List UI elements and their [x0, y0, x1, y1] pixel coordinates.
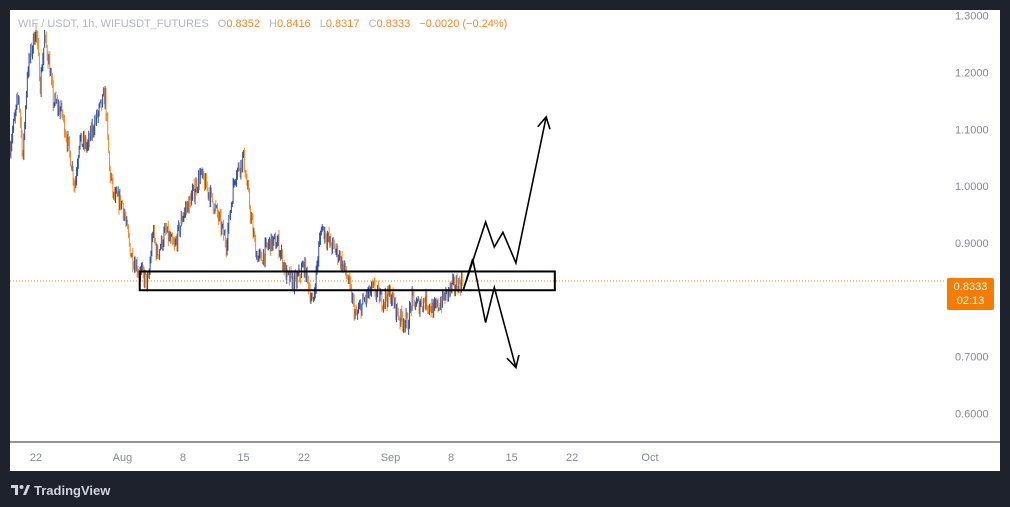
tradingview-logo-icon	[11, 485, 30, 495]
candle-countdown: 02:13	[956, 295, 985, 307]
change-value: −0.0020 (−0.24%)	[419, 18, 508, 30]
price-tick-label: 0.6000	[955, 409, 989, 421]
time-axis[interactable]: 22 Aug 8 15 22 Sep 8 15 22 Oct	[30, 452, 659, 464]
time-tick-label: Sep	[381, 452, 401, 464]
close-value: 0.8333	[376, 18, 411, 30]
interval-label[interactable]: 1h	[82, 18, 95, 30]
close-label: C	[368, 18, 377, 30]
bullish-arrowhead-icon	[537, 115, 551, 130]
price-tick-label: 1.0000	[955, 181, 989, 193]
low-label: L	[319, 18, 326, 30]
low-value: 0.8317	[325, 18, 360, 30]
brand-name: TradingView	[34, 482, 111, 498]
time-tick-label: 8	[180, 452, 186, 464]
open-label: O	[217, 18, 227, 30]
high-value: 0.8416	[277, 18, 311, 30]
price-tick-label: 1.1000	[955, 124, 989, 136]
current-price-value: 0.8333	[953, 281, 988, 293]
exchange-label: WIFUSDT_FUTURES	[100, 18, 209, 30]
time-tick-label: 22	[566, 452, 578, 464]
tradingview-brand[interactable]: TradingView	[10, 482, 110, 498]
support-zone-rectangle[interactable]	[138, 270, 556, 292]
chart-panel[interactable]: 1.3000 1.2000 1.1000 1.0000 0.9000 0.7000 0.60…	[10, 10, 1000, 471]
time-tick-label: 15	[505, 452, 517, 464]
bullish-projection-path[interactable]	[462, 116, 547, 291]
price-tick-label: 1.2000	[955, 68, 989, 80]
candles-layer	[10, 23, 463, 335]
price-tick-label: 1.3000	[955, 11, 989, 23]
symbol-legend: WIF / USDT, 1h, WIFUSDT_FUTURES O0.8352 …	[18, 18, 508, 30]
high-label: H	[269, 18, 278, 30]
open-value: 0.8352	[226, 18, 261, 30]
bearish-arrowhead-icon	[506, 354, 520, 370]
symbol-name[interactable]: WIF / USDT	[18, 18, 77, 30]
time-tick-label: 22	[298, 452, 310, 464]
price-tick-label: 0.7000	[955, 352, 989, 364]
chart-canvas[interactable]: 1.3000 1.2000 1.1000 1.0000 0.9000 0.7000 0.60…	[10, 10, 1000, 471]
price-tick-label: 0.9000	[955, 238, 989, 250]
price-axis[interactable]: 1.3000 1.2000 1.1000 1.0000 0.9000 0.7000 0.60…	[955, 11, 989, 421]
current-price-tag: 0.8333 02:13	[947, 278, 994, 310]
time-tick-label: 15	[237, 452, 249, 464]
time-tick-label: Oct	[641, 452, 658, 464]
time-tick-label: Aug	[113, 452, 133, 464]
bearish-projection-path[interactable]	[462, 258, 517, 368]
time-tick-label: 8	[448, 452, 454, 464]
time-tick-label: 22	[30, 452, 42, 464]
drawings-layer[interactable]	[138, 115, 556, 370]
